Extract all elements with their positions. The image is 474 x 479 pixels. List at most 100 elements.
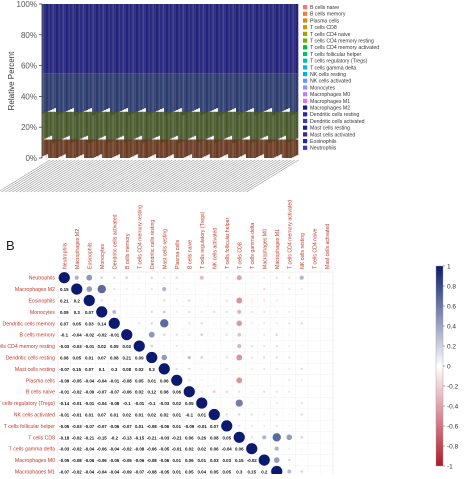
- legend-label: Mast cells activated: [310, 132, 355, 138]
- bar-segment: [78, 4, 80, 73]
- correlation-circle: [163, 311, 166, 314]
- correlation-circle: [226, 322, 228, 324]
- legend-swatch: [303, 65, 307, 69]
- coefficient-label: -0.01: [84, 344, 95, 349]
- coefficient-label: 0.07: [85, 367, 94, 372]
- colorbar-tick-label: 0.8: [447, 284, 456, 291]
- coefficient-label: -0.01: [109, 333, 120, 338]
- bar-segment: [130, 4, 132, 73]
- coefficient-label: 0.2: [74, 299, 81, 304]
- bar-segment: [70, 112, 72, 143]
- row-label: Macrophages M1: [15, 470, 55, 475]
- correlation-circle: [151, 311, 153, 313]
- column-label: Dendritic cells activated: [112, 214, 118, 269]
- coefficient-label: 0.05: [72, 321, 81, 326]
- row-label: Macrophages M0: [15, 458, 55, 464]
- bar-segment: [266, 73, 268, 110]
- bar-segment: [158, 112, 160, 136]
- bar-segment: [134, 112, 136, 139]
- bar-segment: [130, 112, 132, 141]
- correlation-circle: [301, 413, 303, 415]
- correlation-circle: [288, 288, 290, 290]
- coefficient-label: -0.07: [59, 470, 70, 475]
- coefficient-label: -0.08: [72, 458, 83, 463]
- bar-segment: [202, 140, 204, 158]
- bar-segment: [222, 4, 224, 73]
- bar-segment: [254, 140, 256, 158]
- bar-segment: [146, 4, 148, 73]
- coefficient-label: 0.05: [222, 470, 231, 475]
- correlation-circle: [213, 311, 215, 313]
- bar-segment: [262, 140, 264, 155]
- coefficient-label: -0.1: [123, 401, 131, 406]
- correlation-circle: [276, 391, 278, 393]
- correlation-circle: [176, 322, 178, 324]
- legend-label: B cells naive: [310, 5, 339, 11]
- coefficient-label: -0.14: [59, 401, 70, 406]
- legend-label: Dendritic cells activated: [310, 119, 365, 125]
- bar-segment: [86, 73, 88, 110]
- correlation-circle: [263, 311, 265, 313]
- correlation-circle: [263, 391, 265, 393]
- bar-segment: [182, 112, 184, 142]
- coefficient-label: -0.01: [84, 401, 95, 406]
- legend-label: Macrophages M2: [310, 106, 350, 112]
- row-label: B cells naive: [26, 390, 55, 396]
- correlation-circle: [300, 276, 304, 280]
- coefficient-label: -0.08: [134, 447, 145, 452]
- correlation-circle: [263, 368, 265, 370]
- correlation-circle: [276, 322, 278, 324]
- bar-segment: [74, 73, 76, 115]
- bar-segment: [122, 140, 124, 158]
- bar-segment: [62, 73, 64, 112]
- correlation-circle: [237, 344, 241, 348]
- y-axis-title: Relative Percent: [7, 51, 16, 110]
- bar-segment: [106, 112, 108, 143]
- legend-label: Mast cells resting: [310, 126, 350, 132]
- bar-segment: [46, 112, 48, 138]
- colorbar-tick-label: -0.4: [447, 404, 459, 411]
- correlation-circle: [251, 368, 253, 370]
- correlation-circle: [263, 345, 265, 347]
- bar-segment: [58, 4, 60, 73]
- coefficient-label: -0.07: [109, 390, 120, 395]
- diagonal-circle: [71, 284, 82, 295]
- bar-segment: [110, 112, 112, 142]
- diagonal-circle: [209, 409, 220, 420]
- coefficient-label: 0.26: [197, 435, 206, 440]
- column-label: T cells gamma delta: [250, 223, 256, 269]
- diagonal-circle: [259, 455, 270, 466]
- bar-segment: [50, 4, 52, 73]
- legend-swatch: [303, 12, 307, 16]
- row-label: T cells regulatory (Tregs): [0, 401, 55, 407]
- bar-segment: [162, 112, 164, 142]
- bar-segment: [114, 112, 116, 140]
- correlation-circle: [213, 322, 215, 324]
- legend-label: T cells CD4 naive: [310, 32, 351, 38]
- row-label: Dendritic cells resting: [6, 356, 55, 362]
- correlation-circle: [301, 459, 303, 461]
- correlation-circle: [251, 345, 253, 347]
- coefficient-label: 0.15: [247, 470, 256, 475]
- correlation-circle: [150, 345, 153, 348]
- bar-segment: [154, 140, 156, 155]
- bar-segment: [294, 112, 296, 140]
- legend-swatch: [303, 132, 307, 136]
- legend-swatch: [303, 92, 307, 96]
- coefficient-label: 0.07: [97, 356, 106, 361]
- bar-segment: [90, 4, 92, 73]
- correlation-circle: [213, 288, 215, 290]
- correlation-circle: [288, 459, 290, 461]
- correlation-circle: [200, 276, 204, 280]
- bar-segment: [242, 140, 244, 156]
- y-tick-label: 40%: [21, 92, 37, 101]
- coefficient-label: -0.06: [147, 447, 158, 452]
- correlation-circle: [236, 399, 243, 406]
- bar-segment: [150, 140, 152, 157]
- correlation-circle: [273, 433, 281, 441]
- bar-segment: [186, 4, 188, 73]
- correlation-circle: [160, 319, 168, 327]
- correlation-circle: [226, 311, 228, 313]
- correlation-circle: [126, 288, 128, 290]
- correlation-circle: [276, 379, 278, 381]
